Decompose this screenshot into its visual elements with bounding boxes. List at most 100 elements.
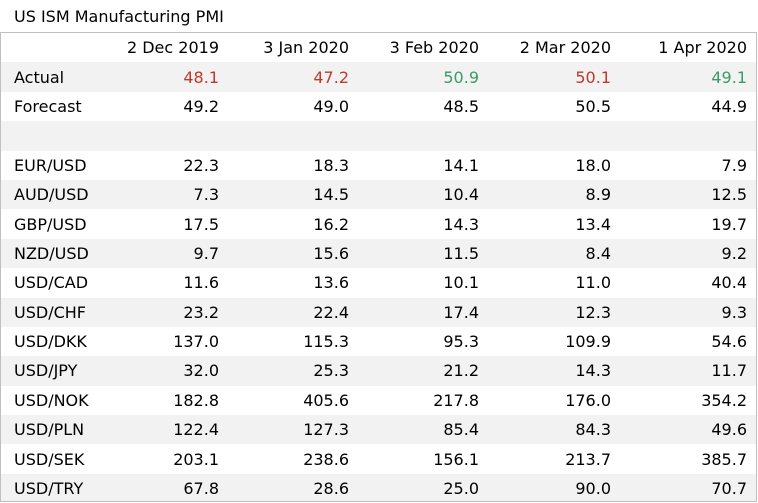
cell-value: 11.6	[183, 273, 219, 293]
cell-value: 49.1	[622, 62, 756, 92]
row-label: NZD/USD	[1, 238, 99, 269]
cell-value: 47.2	[230, 62, 360, 92]
column-header: 2 Dec 2019	[126, 38, 219, 58]
cell-value: 14.1	[443, 155, 479, 175]
currency-pair-row: USD/SEK 203.1 238.6 156.1 213.7 385.7	[1, 444, 756, 473]
cell-value: 385.7	[701, 449, 747, 469]
cell-value: 85.4	[360, 415, 490, 445]
currency-pair-row: USD/CAD 11.6 13.6 10.1 11.0 40.4	[1, 268, 756, 297]
cell-value: 9.7	[99, 238, 230, 269]
cell-value: 95.3	[443, 332, 479, 352]
cell-value: 11.5	[360, 238, 490, 269]
cell-value: 115.3	[303, 332, 349, 352]
cell-value: 7.9	[721, 155, 747, 175]
cell-value: 9.3	[622, 297, 756, 327]
cell-value: 49.0	[313, 96, 349, 116]
row-label	[1, 121, 99, 151]
row-label: USD/PLN	[1, 415, 99, 445]
cell-value: 40.4	[711, 273, 747, 293]
row-label: Forecast	[14, 96, 82, 116]
cell-value: 50.9	[360, 62, 490, 92]
cell-value: 32.0	[99, 356, 230, 386]
cell-value: 176.0	[565, 390, 611, 410]
cell-value: 18.3	[313, 155, 349, 175]
cell-value: 22.4	[230, 297, 360, 327]
cell-value: 156.1	[433, 449, 479, 469]
currency-pair-row: EUR/USD 22.3 18.3 14.1 18.0 7.9	[1, 151, 756, 180]
column-header: 3 Feb 2020	[389, 38, 479, 58]
row-label: USD/DKK	[14, 332, 87, 352]
cell-value: 11.7	[622, 356, 756, 386]
row-label: USD/JPY	[1, 356, 99, 386]
cell-value: 217.8	[433, 390, 479, 410]
cell-value: 25.0	[360, 473, 490, 501]
cell-value: 50.5	[575, 96, 611, 116]
cell-value: 182.8	[173, 390, 219, 410]
cell-value: 17.4	[360, 297, 490, 327]
cell-value: 50.1	[490, 62, 622, 92]
row-label: USD/CAD	[14, 273, 89, 293]
spacer-row	[1, 121, 756, 151]
cell-value: 28.6	[230, 473, 360, 501]
cell-value: 10.4	[360, 179, 490, 210]
currency-pair-row: NZD/USD 9.7 15.6 11.5 8.4 9.2	[1, 238, 756, 269]
header-row: 2 Dec 2019 3 Jan 2020 3 Feb 2020 2 Mar 2…	[1, 33, 756, 62]
row-label: USD/SEK	[14, 449, 85, 469]
cell-value: 109.9	[565, 332, 611, 352]
cell-value: 7.3	[99, 179, 230, 210]
cell-value	[230, 121, 360, 151]
cell-value: 14.3	[443, 214, 479, 234]
row-label: EUR/USD	[14, 155, 87, 175]
cell-value: 70.7	[622, 473, 756, 501]
cell-value: 13.6	[313, 273, 349, 293]
cell-value: 10.1	[443, 273, 479, 293]
cell-value: 48.1	[99, 62, 230, 92]
row-label: USD/TRY	[1, 473, 99, 501]
row-label: Actual	[1, 62, 99, 92]
cell-value: 8.4	[490, 238, 622, 269]
cell-value: 44.9	[711, 96, 747, 116]
cell-value: 48.5	[443, 96, 479, 116]
cell-value: 15.6	[230, 238, 360, 269]
currency-pair-row: USD/TRY 67.8 28.6 25.0 90.0 70.7	[1, 473, 756, 501]
cell-value: 11.0	[575, 273, 611, 293]
cell-value: 13.4	[575, 214, 611, 234]
cell-value	[360, 121, 490, 151]
cell-value: 238.6	[303, 449, 349, 469]
cell-value: 137.0	[173, 332, 219, 352]
cell-value: 17.5	[183, 214, 219, 234]
column-header: 3 Jan 2020	[263, 38, 349, 58]
cell-value: 127.3	[230, 415, 360, 445]
cell-value: 18.0	[575, 155, 611, 175]
currency-pair-row: USD/DKK 137.0 115.3 95.3 109.9 54.6	[1, 327, 756, 356]
cell-value: 203.1	[173, 449, 219, 469]
currency-pair-row: AUD/USD 7.3 14.5 10.4 8.9 12.5	[1, 179, 756, 210]
pmi-table-container: 2 Dec 2019 3 Jan 2020 3 Feb 2020 2 Mar 2…	[0, 32, 757, 502]
cell-value	[490, 121, 622, 151]
cell-value: 14.3	[490, 356, 622, 386]
cell-value: 405.6	[303, 390, 349, 410]
cell-value: 8.9	[490, 179, 622, 210]
cell-value: 12.5	[622, 179, 756, 210]
cell-value: 23.2	[99, 297, 230, 327]
cell-value: 19.7	[711, 214, 747, 234]
forecast-row: Forecast 49.2 49.0 48.5 50.5 44.9	[1, 92, 756, 121]
currency-pair-row: GBP/USD 17.5 16.2 14.3 13.4 19.7	[1, 209, 756, 238]
cell-value: 49.2	[183, 96, 219, 116]
row-label: USD/CHF	[1, 297, 99, 327]
row-label: AUD/USD	[1, 179, 99, 210]
cell-value	[622, 121, 756, 151]
header-corner	[1, 33, 99, 62]
cell-value	[99, 121, 230, 151]
cell-value: 49.6	[622, 415, 756, 445]
pmi-table: 2 Dec 2019 3 Jan 2020 3 Feb 2020 2 Mar 2…	[1, 33, 756, 501]
cell-value: 14.5	[230, 179, 360, 210]
currency-pair-row: USD/NOK 182.8 405.6 217.8 176.0 354.2	[1, 386, 756, 415]
cell-value: 122.4	[99, 415, 230, 445]
cell-value: 25.3	[230, 356, 360, 386]
cell-value: 21.2	[360, 356, 490, 386]
cell-value: 90.0	[490, 473, 622, 501]
cell-value: 12.3	[490, 297, 622, 327]
column-header: 2 Mar 2020	[519, 38, 611, 58]
row-label: USD/NOK	[14, 390, 89, 410]
